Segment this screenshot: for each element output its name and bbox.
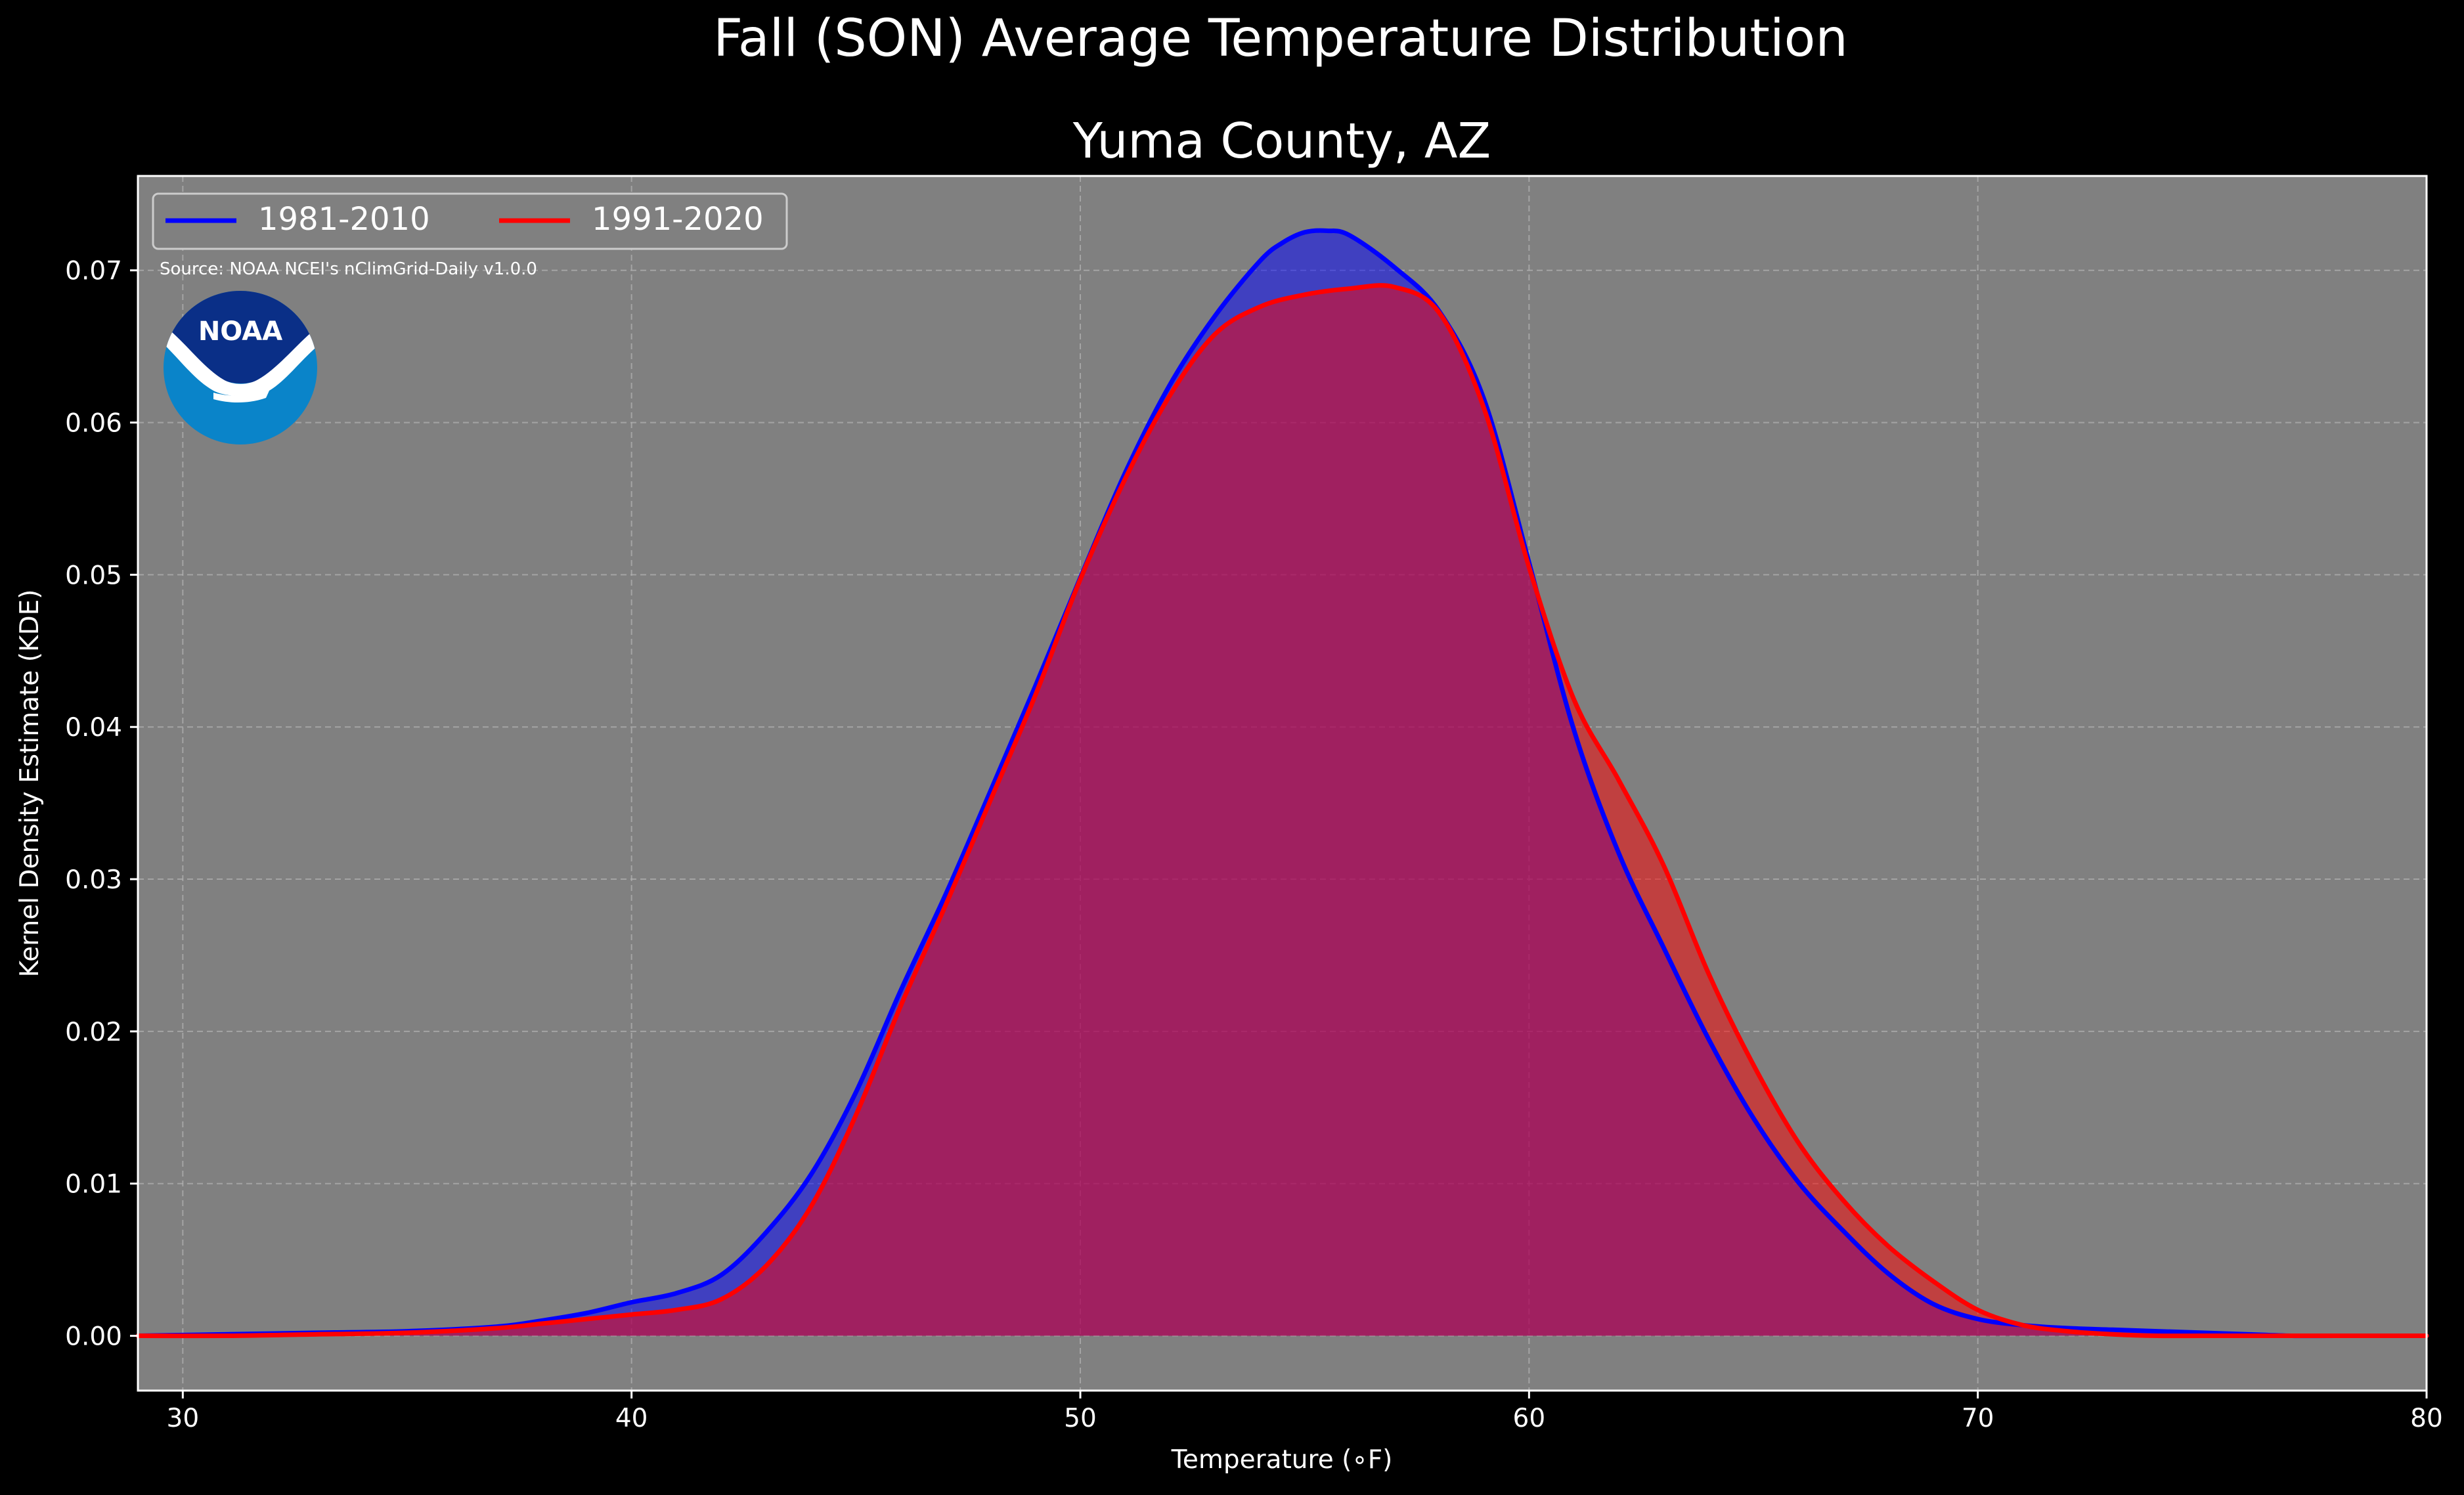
legend-box <box>152 192 788 250</box>
x-tick-label: 40 <box>615 1404 648 1433</box>
x-tick-label: 50 <box>1064 1404 1097 1433</box>
noaa-logo-icon: NOAA <box>164 291 317 444</box>
series-line-1991-2020 <box>135 283 2429 1339</box>
legend-label-1981-2010: 1981-2010 <box>258 201 430 238</box>
chart-title: Fall (SON) Average Temperature Distribut… <box>713 9 1848 68</box>
y-tick-label: 0.04 <box>65 713 122 743</box>
y-axis-label: Kernel Density Estimate (KDE) <box>15 590 45 978</box>
x-tick-label: 70 <box>1962 1404 1994 1433</box>
logo-gull-wings <box>164 328 317 397</box>
series-fill-1991-2020 <box>138 285 2427 1336</box>
y-tick-label: 0.00 <box>65 1322 122 1352</box>
legend: 1981-2010 1991-2020 <box>152 192 788 250</box>
y-tick-label: 0.07 <box>65 257 122 286</box>
logo-gull-tail <box>213 391 269 403</box>
x-tick-label: 30 <box>167 1404 200 1433</box>
y-tick-label: 0.06 <box>65 409 122 439</box>
logo-text: NOAA <box>198 316 282 347</box>
y-tick-label: 0.05 <box>65 561 122 590</box>
series-line-1981-2010 <box>135 228 2429 1339</box>
legend-label-1991-2020: 1991-2020 <box>592 201 764 238</box>
series-layer <box>135 228 2429 1339</box>
source-note: Source: NOAA NCEI's nClimGrid-Daily v1.0… <box>160 259 537 279</box>
chart-subtitle: Yuma County, AZ <box>1072 113 1491 169</box>
x-tick-label: 60 <box>1513 1404 1546 1433</box>
x-axis-label: Temperature (∘F) <box>1171 1445 1393 1475</box>
y-tick-label: 0.03 <box>65 865 122 895</box>
y-tick-label: 0.02 <box>65 1018 122 1047</box>
y-tick-label: 0.01 <box>65 1170 122 1200</box>
plot-frame <box>137 175 2428 1392</box>
x-tick-label: 80 <box>2410 1404 2443 1433</box>
tick-layer: 30 40 50 60 70 80 0.00 0.01 0.02 0.03 0.04 0.05 0.06… <box>65 257 2443 1433</box>
